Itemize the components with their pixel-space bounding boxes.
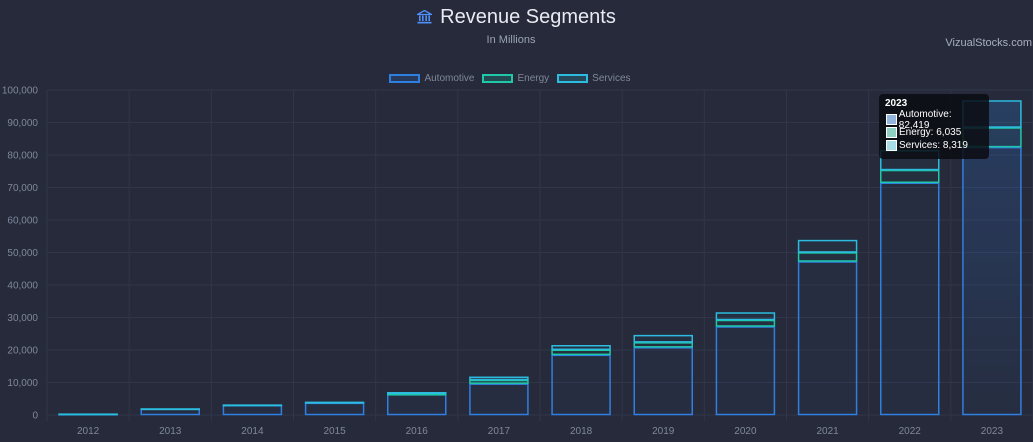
bar-services-2021 xyxy=(797,239,858,253)
bar-energy-2016 xyxy=(387,393,447,396)
bar-automotive-2018 xyxy=(551,354,611,416)
y-tick-label: 90,000 xyxy=(7,118,38,129)
bar-automotive-2019 xyxy=(633,347,693,416)
chart-title: Revenue Segments xyxy=(440,6,616,28)
x-tick-label: 2014 xyxy=(241,426,264,437)
bar-automotive-2015 xyxy=(304,402,365,416)
bar-energy-2022 xyxy=(880,169,940,183)
y-tick-label: 100,000 xyxy=(2,86,39,97)
legend-swatch-automotive xyxy=(389,73,421,83)
tooltip-swatch-automotive xyxy=(886,114,897,125)
legend-swatch-energy xyxy=(482,73,514,83)
bar-energy-2020 xyxy=(715,319,776,327)
y-tick-label: 50,000 xyxy=(7,248,38,259)
bar-services-2019 xyxy=(633,334,693,343)
y-tick-label: 0 xyxy=(32,411,38,422)
bar-services-2013 xyxy=(140,408,200,411)
bar-services-2016 xyxy=(387,392,447,395)
watermark: VizualStocks.com xyxy=(945,37,1032,49)
chart-tooltip: 2023 Automotive: 82,419 Energy: 6,035 Se… xyxy=(879,94,989,159)
y-tick-label: 30,000 xyxy=(7,313,38,324)
bar-services-2015 xyxy=(304,401,365,404)
tooltip-label-automotive: Automotive: 82,419 xyxy=(898,108,952,131)
x-tick-label: 2020 xyxy=(734,426,757,437)
legend-label-services: Services xyxy=(592,72,631,84)
y-tick-label: 70,000 xyxy=(7,183,38,194)
bar-energy-2018 xyxy=(551,349,611,356)
chart-title-row: Revenue Segments xyxy=(0,6,1033,30)
y-tick-label: 80,000 xyxy=(7,151,38,162)
tooltip-row-energy: Energy: 6,035 xyxy=(886,126,983,139)
x-tick-label: 2016 xyxy=(406,426,429,437)
bar-services-2017 xyxy=(469,376,529,381)
bank-icon xyxy=(417,7,433,30)
legend-item-services[interactable]: Services xyxy=(557,71,631,85)
tooltip-label-services: Services: 8,319 xyxy=(899,140,968,151)
tooltip-title: 2023 xyxy=(885,98,908,109)
bar-energy-2021 xyxy=(797,252,858,262)
bar-automotive-2020 xyxy=(715,326,776,416)
bar-automotive-2016 xyxy=(387,394,447,416)
bar-automotive-2023 xyxy=(962,146,1022,416)
y-tick-label: 10,000 xyxy=(7,378,38,389)
bar-services-2020 xyxy=(715,312,776,321)
tooltip-swatch-energy xyxy=(886,127,897,138)
bar-services-2014 xyxy=(222,404,283,407)
x-tick-label: 2015 xyxy=(323,426,346,437)
y-tick-label: 20,000 xyxy=(7,346,38,357)
bar-automotive-2017 xyxy=(469,383,529,416)
bar-services-2018 xyxy=(551,345,611,351)
chart-header: Revenue Segments In Millions VizualStock… xyxy=(0,0,1033,60)
x-tick-label: 2017 xyxy=(488,426,511,437)
bar-energy-2017 xyxy=(469,379,529,384)
x-tick-label: 2023 xyxy=(981,426,1004,437)
bar-energy-2019 xyxy=(633,342,693,348)
x-tick-label: 2021 xyxy=(816,426,839,437)
bar-automotive-2014 xyxy=(222,404,283,416)
x-tick-label: 2022 xyxy=(899,426,922,437)
legend-swatch-services xyxy=(557,73,589,83)
x-tick-label: 2018 xyxy=(570,426,593,437)
x-tick-label: 2012 xyxy=(77,426,100,437)
legend-label-energy: Energy xyxy=(517,72,550,84)
bar-services-2012 xyxy=(58,413,118,416)
chart-legend: Automotive Energy Services xyxy=(0,71,1020,85)
chart-subtitle: In Millions xyxy=(486,34,536,46)
x-tick-label: 2013 xyxy=(159,426,182,437)
legend-label-automotive: Automotive xyxy=(424,72,475,84)
tooltip-swatch-services xyxy=(886,140,897,151)
legend-item-energy[interactable]: Energy xyxy=(482,71,549,85)
tooltip-row-services: Services: 8,319 xyxy=(886,139,983,152)
x-tick-label: 2019 xyxy=(652,426,675,437)
bar-automotive-2021 xyxy=(797,261,858,416)
tooltip-row-automotive: Automotive: 82,419 xyxy=(886,109,983,131)
legend-item-automotive[interactable]: Automotive xyxy=(389,71,474,85)
y-tick-label: 60,000 xyxy=(7,216,38,227)
y-tick-label: 40,000 xyxy=(7,281,38,292)
tooltip-label-energy: Energy: 6,035 xyxy=(899,127,962,138)
bar-automotive-2022 xyxy=(880,182,940,416)
